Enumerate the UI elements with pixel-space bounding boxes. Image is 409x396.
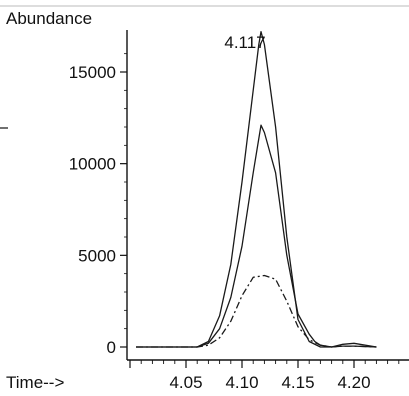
series-line-2 <box>136 274 377 348</box>
y-tick-label-1: 5000 <box>78 246 116 265</box>
x-tick-label-3: 4.20 <box>337 373 370 391</box>
y-tick-label-2: 10000 <box>69 155 116 174</box>
series-line-1 <box>136 124 377 348</box>
peak-label: 4.117 <box>224 33 265 52</box>
y-axis-title: Abundance <box>6 9 92 28</box>
tick-marks: 0 5000 10000 15000 4.05 4.10 4.15 4.20 <box>69 53 400 392</box>
series-line-0 <box>136 31 377 348</box>
y-tick-label-0: 0 <box>107 338 116 357</box>
x-tick-label-0: 4.05 <box>169 373 202 391</box>
series-lines <box>136 31 377 348</box>
x-axis-title: Time--> <box>6 373 64 391</box>
x-tick-label-2: 4.15 <box>281 373 314 391</box>
axes <box>126 30 409 361</box>
y-tick-label-3: 15000 <box>69 63 116 82</box>
x-tick-label-1: 4.10 <box>225 373 258 391</box>
